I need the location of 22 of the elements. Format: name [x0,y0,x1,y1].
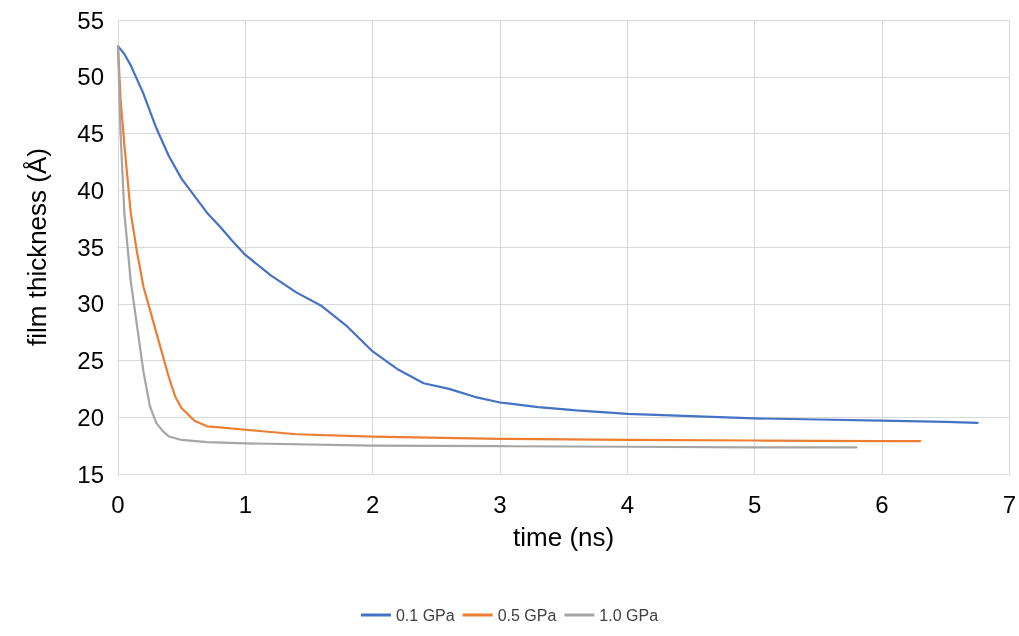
legend-label: 0.1 GPa [395,606,455,624]
legend-label: 1.0 GPa [599,606,659,624]
x-tick-label: 3 [493,490,507,518]
y-axis-title: film thickness (Å) [22,148,52,346]
y-tick-label: 25 [77,347,104,374]
x-tick-label: 1 [238,490,253,518]
x-axis-title: time (ns) [513,522,615,552]
y-tick-label: 30 [77,290,104,318]
x-tick-label: 5 [747,490,762,518]
x-tick-label: 0 [111,490,125,518]
legend-label: 0.5 GPa [497,606,557,624]
y-tick-label: 50 [77,63,104,91]
y-tick-label: 35 [77,233,104,261]
y-tick-label: 45 [77,120,104,147]
y-tick-label: 15 [77,460,104,488]
y-tick-label: 55 [77,6,104,34]
x-tick-label: 4 [620,490,635,518]
y-tick-label: 20 [77,403,104,431]
x-tick-label: 6 [875,490,889,518]
y-tick-label: 40 [77,176,104,204]
x-tick-label: 2 [365,490,380,518]
x-tick-label: 7 [1002,490,1017,518]
